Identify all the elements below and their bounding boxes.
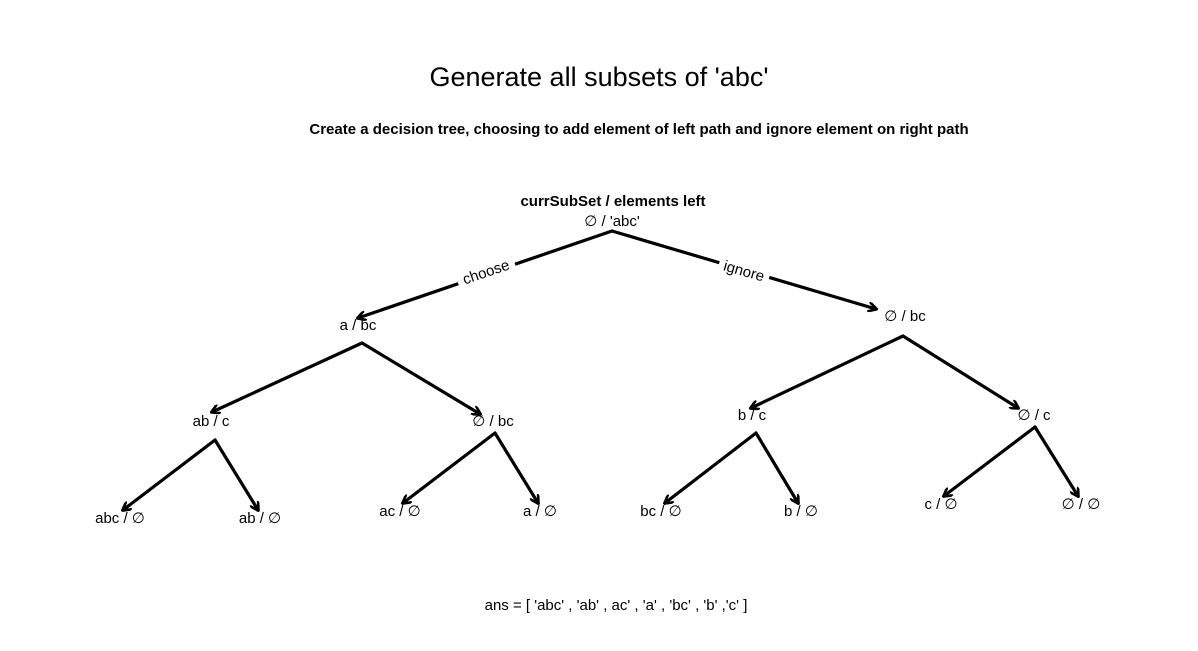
edge-b-b (754, 431, 798, 503)
edge-ab-abc (123, 438, 217, 510)
node-empty-bc-left: ∅ / bc (472, 413, 514, 430)
edge-a-a (493, 431, 538, 503)
edge-c-c (944, 425, 1037, 496)
edge-ab-ab (213, 438, 258, 510)
edge-b-bc (665, 431, 758, 503)
node-format-legend: currSubSet / elements left (520, 193, 706, 210)
answer-list: ans = [ 'abc' , 'ab' , ac' , 'a' , 'bc' … (484, 597, 748, 614)
leaf-empty: ∅ / ∅ (1061, 496, 1101, 513)
leaf-abc: abc / ∅ (95, 510, 145, 527)
leaf-c: c / ∅ (924, 496, 958, 513)
node-empty-bc: ∅ / bc (884, 308, 926, 325)
diagram-title: Generate all subsets of 'abc' (429, 62, 769, 92)
node-root: ∅ / 'abc' (584, 213, 640, 230)
edge-a-bc-ab (212, 341, 364, 412)
leaf-a: a / ∅ (523, 503, 557, 520)
leaf-b: b / ∅ (784, 503, 818, 520)
edge-a-bc-a (360, 341, 480, 414)
edge-bc-empty (901, 334, 1018, 408)
node-ab-c: ab / c (192, 413, 230, 430)
edge-bc-b (751, 334, 905, 408)
leaf-ab: ab / ∅ (238, 510, 282, 527)
edge-c-empty (1033, 425, 1078, 496)
diagram-subtitle: Create a decision tree, choosing to add … (309, 121, 969, 138)
node-empty-c: ∅ / c (1017, 407, 1051, 424)
node-b-c: b / c (737, 407, 767, 424)
node-a-bc: a / bc (339, 317, 377, 334)
leaf-bc: bc / ∅ (640, 503, 682, 520)
leaf-ac: ac / ∅ (379, 503, 421, 520)
edge-a-ac (403, 431, 497, 503)
